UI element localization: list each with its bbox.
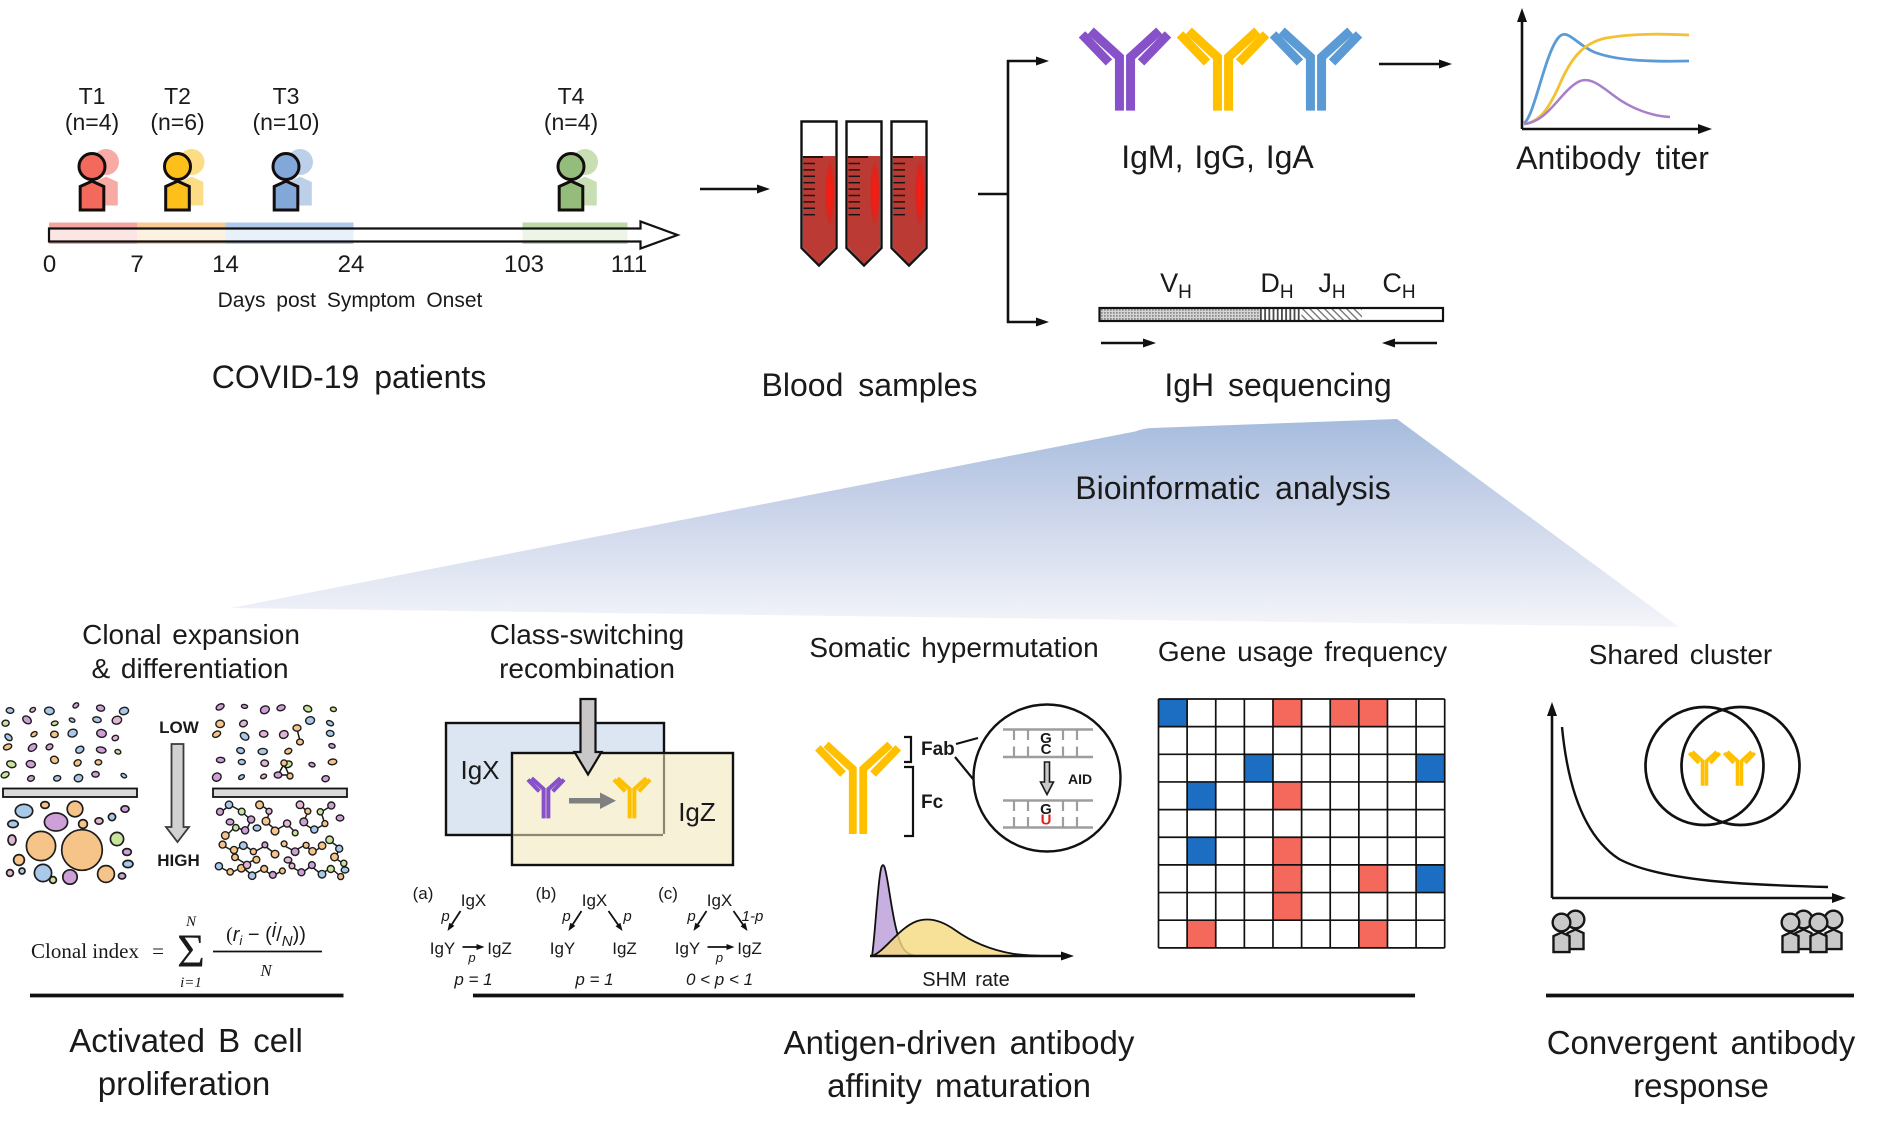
svg-text:IgM, IgG, IgA: IgM, IgG, IgA xyxy=(1121,139,1314,175)
svg-text:Fab: Fab xyxy=(921,739,955,760)
svg-text:& differentiation: & differentiation xyxy=(91,653,288,684)
svg-text:T3: T3 xyxy=(273,83,300,109)
svg-text:IgZ: IgZ xyxy=(612,939,637,958)
svg-text:proliferation: proliferation xyxy=(98,1065,270,1102)
svg-text:Antibody titer: Antibody titer xyxy=(1516,140,1709,176)
svg-text:Shared cluster: Shared cluster xyxy=(1589,639,1773,670)
svg-text:Days post Symptom Onset: Days post Symptom Onset xyxy=(218,289,483,312)
svg-text:N: N xyxy=(259,961,273,980)
svg-text:p: p xyxy=(440,908,449,925)
svg-text:14: 14 xyxy=(212,251,239,278)
svg-text:Somatic hypermutation: Somatic hypermutation xyxy=(809,632,1098,663)
svg-text:IgZ: IgZ xyxy=(678,797,716,827)
svg-text:COVID-19 patients: COVID-19 patients xyxy=(212,359,487,395)
svg-text:recombination: recombination xyxy=(499,653,675,684)
svg-text:IgY: IgY xyxy=(550,939,576,958)
svg-text:Activated B cell: Activated B cell xyxy=(69,1022,303,1059)
svg-text:T4: T4 xyxy=(558,83,585,109)
svg-text:Clonal index: Clonal index xyxy=(31,939,139,963)
svg-text:IgX: IgX xyxy=(460,755,499,785)
svg-text:IgY: IgY xyxy=(430,939,456,958)
svg-text:T1: T1 xyxy=(79,83,106,109)
svg-text:IgX: IgX xyxy=(582,891,608,910)
svg-text:i=1: i=1 xyxy=(180,975,202,991)
svg-text:7: 7 xyxy=(130,251,143,278)
svg-text:G: G xyxy=(1040,730,1052,747)
svg-text:Class-switching: Class-switching xyxy=(490,619,685,650)
svg-text:111: 111 xyxy=(611,251,647,278)
svg-text:LOW: LOW xyxy=(159,718,200,737)
svg-text:p = 1: p = 1 xyxy=(574,970,613,989)
svg-text:0 < p < 1: 0 < p < 1 xyxy=(686,970,753,989)
svg-text:0: 0 xyxy=(43,251,56,278)
svg-text:JH: JH xyxy=(1318,268,1345,303)
svg-text:IgX: IgX xyxy=(461,891,487,910)
svg-text:103: 103 xyxy=(504,251,544,278)
svg-text:DH: DH xyxy=(1260,268,1293,303)
svg-text:G: G xyxy=(1040,801,1052,818)
svg-text:(ri − (i/N)): (ri − (i/N)) xyxy=(226,920,306,950)
svg-text:24: 24 xyxy=(338,251,365,278)
svg-text:AID: AID xyxy=(1068,771,1092,787)
svg-text:C: C xyxy=(1041,741,1052,758)
svg-text:response: response xyxy=(1633,1067,1769,1104)
svg-text:(c): (c) xyxy=(658,884,678,903)
svg-text:p = 1: p = 1 xyxy=(453,970,492,989)
svg-text:IgY: IgY xyxy=(675,939,701,958)
svg-text:N: N xyxy=(185,914,197,930)
svg-text:(n=4): (n=4) xyxy=(65,109,119,135)
svg-text:SHM rate: SHM rate xyxy=(922,969,1009,991)
svg-text:1-p: 1-p xyxy=(742,908,764,925)
svg-text:HIGH: HIGH xyxy=(157,851,200,870)
svg-text:Gene usage frequency: Gene usage frequency xyxy=(1158,636,1447,667)
svg-text:p: p xyxy=(467,950,475,965)
svg-text:=: = xyxy=(152,939,164,963)
svg-text:Blood samples: Blood samples xyxy=(762,367,978,403)
svg-text:p: p xyxy=(715,950,723,965)
svg-text:IgH sequencing: IgH sequencing xyxy=(1164,367,1391,403)
svg-text:Bioinformatic analysis: Bioinformatic analysis xyxy=(1075,470,1390,506)
svg-text:CH: CH xyxy=(1382,268,1415,303)
svg-text:(n=4): (n=4) xyxy=(544,109,598,135)
svg-text:(n=6): (n=6) xyxy=(150,109,204,135)
svg-text:Antigen-driven antibody: Antigen-driven antibody xyxy=(784,1024,1135,1061)
svg-text:Convergent antibody: Convergent antibody xyxy=(1547,1024,1856,1061)
svg-text:Clonal expansion: Clonal expansion xyxy=(82,619,300,650)
svg-text:Σ: Σ xyxy=(177,925,205,978)
svg-text:p: p xyxy=(561,908,570,925)
svg-text:IgZ: IgZ xyxy=(487,939,512,958)
svg-text:(b): (b) xyxy=(536,884,557,903)
svg-text:U: U xyxy=(1041,812,1052,829)
svg-text:p: p xyxy=(686,908,695,925)
svg-text:(a): (a) xyxy=(413,884,434,903)
svg-text:affinity maturation: affinity maturation xyxy=(827,1067,1091,1104)
svg-text:(n=10): (n=10) xyxy=(252,109,319,135)
svg-text:VH: VH xyxy=(1160,268,1192,303)
svg-text:T2: T2 xyxy=(164,83,191,109)
svg-text:p: p xyxy=(622,908,631,925)
svg-text:Fc: Fc xyxy=(921,792,944,813)
svg-text:IgZ: IgZ xyxy=(737,939,762,958)
svg-text:IgX: IgX xyxy=(707,891,733,910)
